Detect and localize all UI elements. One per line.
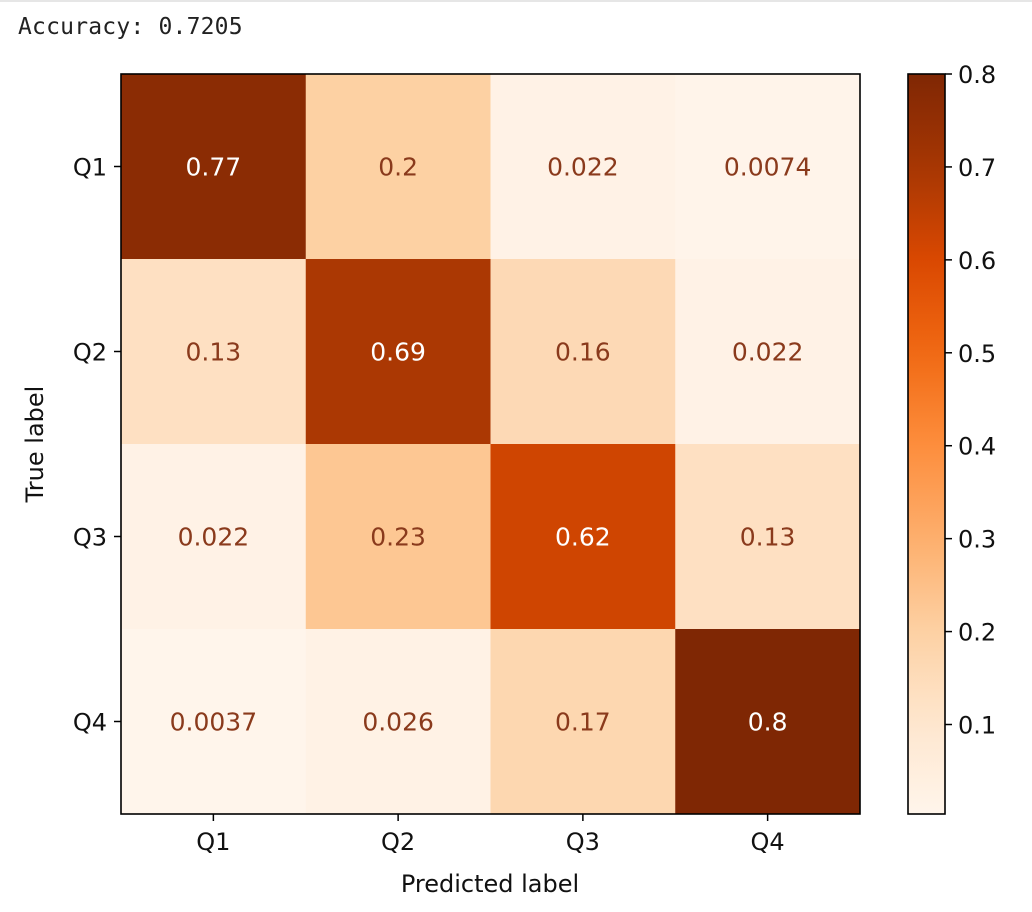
x-tick-label: Q3 — [566, 828, 600, 856]
cell-value-label: 0.2 — [378, 153, 418, 182]
cell-value-label: 0.77 — [186, 153, 242, 182]
cell-q4-q2 — [305, 629, 491, 815]
cell-q3-q3 — [490, 444, 676, 630]
cell-q2-q4 — [675, 259, 861, 445]
cell-value-label: 0.13 — [186, 338, 242, 367]
colorbar-tick-label: 0.1 — [958, 712, 996, 740]
cell-q4-q4 — [675, 629, 861, 815]
colorbar-tick-label: 0.6 — [958, 247, 996, 275]
colorbar-gradient — [907, 73, 946, 815]
cell-top-border — [0, 0, 1032, 6]
cell-q2-q1 — [121, 259, 307, 445]
cell-q2-q2 — [305, 259, 491, 445]
cell-value-label: 0.022 — [178, 523, 250, 552]
cell-q4-q1 — [121, 629, 307, 815]
x-tick-label: Q4 — [751, 828, 785, 856]
colorbar-tick-label: 0.8 — [958, 61, 996, 89]
x-tick-label: Q1 — [196, 828, 230, 856]
y-tick-label: Q2 — [73, 339, 107, 367]
y-tick-label: Q1 — [73, 154, 107, 182]
colorbar-tick-label: 0.2 — [958, 619, 996, 647]
cell-value-label: 0.23 — [370, 523, 426, 552]
cell-value-label: 0.0037 — [170, 708, 257, 737]
cell-value-label: 0.8 — [748, 708, 788, 737]
cell-q3-q1 — [121, 444, 307, 630]
cell-q4-q3 — [490, 629, 676, 815]
colorbar-tick-label: 0.7 — [958, 154, 996, 182]
accuracy-output: Accuracy: 0.7205 — [18, 14, 243, 40]
cell-value-label: 0.17 — [555, 708, 611, 737]
heatmap-axes: Q1 Q2 Q3 Q4 Q1 Q2 Q3 Q4 — [73, 154, 785, 857]
cell-value-label: 0.13 — [740, 523, 796, 552]
colorbar-tick-label: 0.5 — [958, 340, 996, 368]
cell-q1-q1 — [121, 74, 307, 260]
x-tick-label: Q2 — [381, 828, 415, 856]
cell-value-label: 0.0074 — [724, 153, 811, 182]
cell-q3-q4 — [675, 444, 861, 630]
cell-q2-q3 — [490, 259, 676, 445]
cell-value-label: 0.026 — [362, 708, 434, 737]
cell-value-label: 0.69 — [370, 338, 426, 367]
cell-q3-q2 — [305, 444, 491, 630]
heatmap-frame — [120, 73, 861, 815]
colorbar-tick-label: 0.3 — [958, 526, 996, 554]
cell-value-label: 0.022 — [547, 153, 619, 182]
y-tick-label: Q3 — [73, 524, 107, 552]
cell-value-label: 0.16 — [555, 338, 611, 367]
cell-q1-q4 — [675, 74, 861, 260]
cell-value-label: 0.022 — [732, 338, 804, 367]
y-tick-label: Q4 — [73, 709, 107, 737]
colorbar: 0.1 0.2 0.3 0.4 0.5 0.6 0.7 0.8 — [907, 61, 996, 815]
x-axis-label: Predicted label — [401, 870, 579, 898]
cell-q1-q3 — [490, 74, 676, 260]
heatmap-cells: 0.77 0.2 0.022 0.0074 0.13 0.69 0.16 0.022 0.022… — [121, 74, 861, 815]
colorbar-tick-label: 0.4 — [958, 433, 996, 461]
cell-q1-q2 — [305, 74, 491, 260]
y-axis-label: True label — [21, 386, 49, 504]
cell-value-label: 0.62 — [555, 523, 611, 552]
